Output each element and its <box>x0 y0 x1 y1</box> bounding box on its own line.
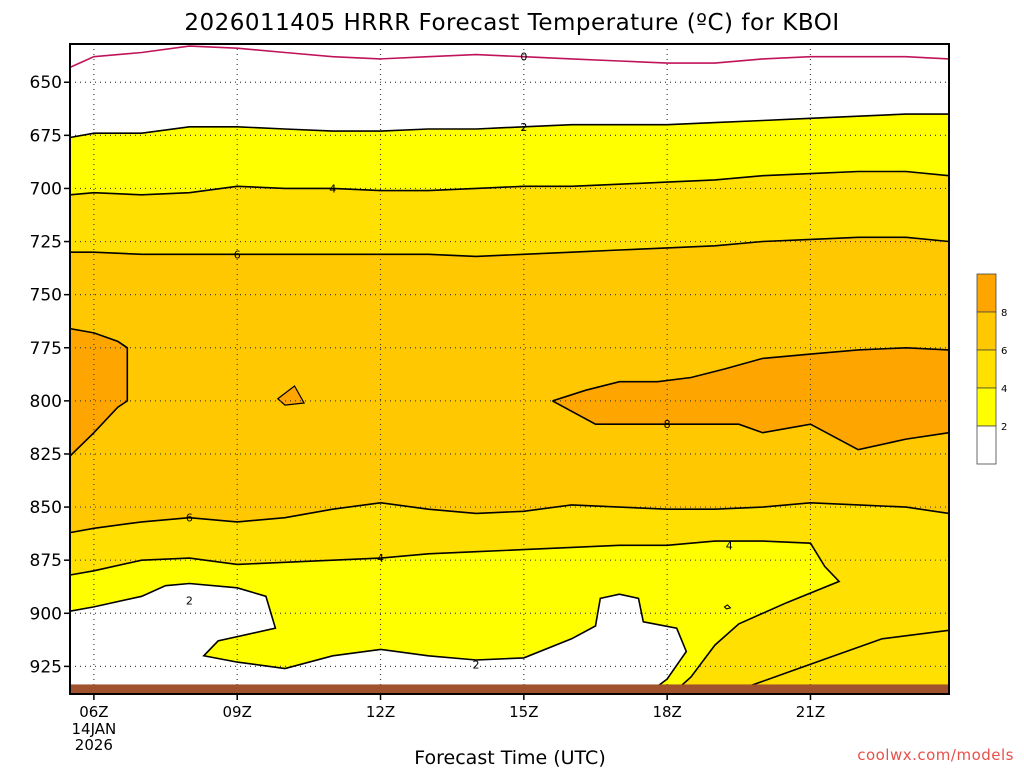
colorbar-segment <box>976 273 997 313</box>
x-tick-label: 12Z <box>366 703 395 721</box>
y-tick-label: 925 <box>30 657 62 677</box>
x-tick-label: 18Z <box>652 703 681 721</box>
colorbar-segment <box>976 425 997 465</box>
colorbar-label: 2 <box>1001 422 1007 433</box>
y-tick-label: 800 <box>30 392 62 412</box>
isotherm-8 <box>69 327 129 457</box>
contour-label: 2 <box>186 595 193 608</box>
y-tick-label: 750 <box>30 286 62 306</box>
isotherm-6 <box>70 236 950 258</box>
contour-label: 8 <box>664 418 671 431</box>
colorbar-segment <box>976 387 997 427</box>
y-tick-label: 850 <box>30 498 62 518</box>
credit-link[interactable]: coolwx.com/models <box>857 746 1014 764</box>
ground-bar <box>70 684 949 694</box>
x-tick-label: 21Z <box>796 703 825 721</box>
y-tick-label: 900 <box>30 604 62 624</box>
band-above-8-east <box>552 347 949 450</box>
y-tick-label: 650 <box>30 73 62 93</box>
contour-label: 0 <box>520 51 527 64</box>
isotherm-lines: 0 2 4 6 8 6 4 4 2 2 <box>69 45 950 691</box>
band-2-4-lower <box>70 541 949 694</box>
warm-pocket <box>276 385 306 406</box>
isotherm-0 <box>69 45 950 69</box>
contour-label: 6 <box>186 512 193 525</box>
x-tick-label: 15Z <box>509 703 538 721</box>
isotherm-4 <box>69 170 950 196</box>
colorbar-label: 8 <box>1001 308 1007 319</box>
y-axis: 650 675 700 725 750 775 800 825 850 875 900 925 <box>30 73 70 677</box>
x-axis-title: Forecast Time (UTC) <box>414 747 605 768</box>
y-tick-label: 725 <box>30 233 62 253</box>
y-tick-label: 675 <box>30 126 62 146</box>
x-tick-sublabel: 14JAN <box>72 720 117 738</box>
contour-label: 2 <box>473 658 480 671</box>
y-tick-label: 825 <box>30 445 62 465</box>
isotherm-2 <box>738 629 950 691</box>
isotherm-2 <box>69 582 688 691</box>
contour-label: 4 <box>377 552 384 565</box>
isotherm-8 <box>552 346 950 402</box>
ground-surface <box>70 684 949 694</box>
isotherm-2 <box>69 113 949 139</box>
colorbar-label: 4 <box>1001 384 1007 395</box>
contour-label: 6 <box>234 248 241 261</box>
band-below-2-lower <box>70 583 687 694</box>
contour-label: 2 <box>520 121 527 134</box>
isotherm-8 <box>552 400 950 451</box>
band-above-8-west <box>70 328 128 457</box>
contour-label: 4 <box>329 182 336 195</box>
y-tick-label: 875 <box>30 551 62 571</box>
y-tick-label: 775 <box>30 339 62 359</box>
colorbar: 8 6 4 2 <box>976 273 1007 465</box>
y-tick-label: 700 <box>30 179 62 199</box>
x-tick-label: 09Z <box>223 703 252 721</box>
colorbar-label: 6 <box>1001 346 1007 357</box>
islet <box>723 604 732 610</box>
isotherm-4 <box>69 540 949 691</box>
chart-title: 2026011405 HRRR Forecast Temperature (ºC… <box>184 10 839 36</box>
isotherm-6 <box>69 501 950 534</box>
temperature-fill-bands <box>70 44 949 695</box>
band-4-6-surface <box>738 630 949 694</box>
contour-label: 4 <box>726 539 733 552</box>
colorbar-segment <box>976 349 997 389</box>
gridlines <box>70 44 949 694</box>
x-tick-label: 06Z <box>79 703 108 721</box>
plot-frame <box>69 43 950 695</box>
x-tick-sublabel: 2026 <box>75 736 113 754</box>
colorbar-segment <box>976 311 997 351</box>
